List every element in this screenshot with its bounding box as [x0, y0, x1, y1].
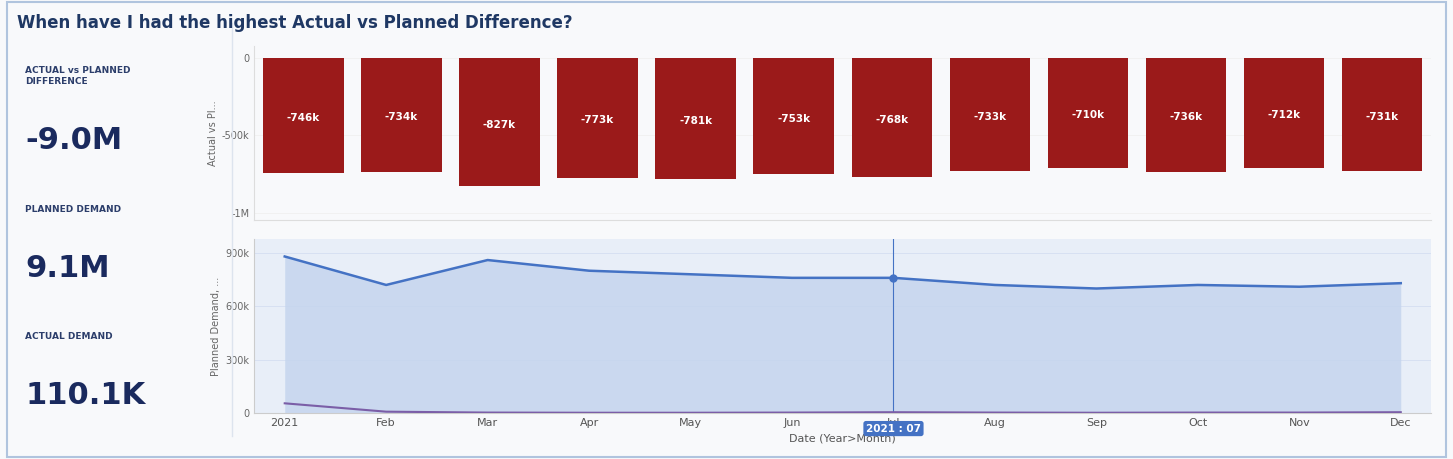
Text: -734k: -734k	[385, 112, 418, 122]
Text: -712k: -712k	[1267, 111, 1300, 120]
Text: ACTUAL vs PLANNED
DIFFERENCE: ACTUAL vs PLANNED DIFFERENCE	[25, 66, 131, 86]
Text: -710k: -710k	[1071, 110, 1104, 120]
Text: -768k: -768k	[875, 115, 908, 125]
Text: 110.1K: 110.1K	[25, 381, 145, 410]
Text: PLANNED DEMAND: PLANNED DEMAND	[25, 205, 121, 213]
Text: -753k: -753k	[777, 114, 811, 123]
Y-axis label: Actual vs Pl...: Actual vs Pl...	[208, 101, 218, 166]
Legend: < 0, ≥ 0: < 0, ≥ 0	[773, 250, 912, 282]
Text: 2021 : 07: 2021 : 07	[866, 424, 921, 434]
Bar	[1244, 58, 1324, 168]
Bar	[950, 58, 1030, 171]
Y-axis label: Planned Demand, ...: Planned Demand, ...	[211, 276, 221, 375]
X-axis label: Date (Year>Month): Date (Year>Month)	[789, 433, 897, 443]
Text: -781k: -781k	[679, 116, 712, 126]
Text: ACTUAL DEMAND: ACTUAL DEMAND	[25, 332, 113, 341]
Bar	[362, 58, 442, 172]
Text: -733k: -733k	[974, 112, 1007, 122]
Bar	[1146, 58, 1226, 172]
Text: -736k: -736k	[1170, 112, 1203, 122]
Text: 9.1M: 9.1M	[25, 253, 109, 283]
Bar	[459, 58, 539, 186]
Bar	[1048, 58, 1128, 168]
Text: -731k: -731k	[1366, 112, 1399, 122]
Text: When have I had the highest Actual vs Planned Difference?: When have I had the highest Actual vs Pl…	[17, 14, 572, 32]
Bar	[754, 58, 834, 174]
Bar	[851, 58, 931, 177]
Text: -9.0M: -9.0M	[25, 126, 122, 155]
Bar	[263, 58, 343, 174]
Bar	[655, 58, 735, 179]
Text: -746k: -746k	[286, 113, 320, 123]
Bar	[558, 58, 638, 178]
Text: -773k: -773k	[581, 115, 615, 125]
Bar	[1343, 58, 1422, 171]
Text: -827k: -827k	[482, 120, 516, 129]
